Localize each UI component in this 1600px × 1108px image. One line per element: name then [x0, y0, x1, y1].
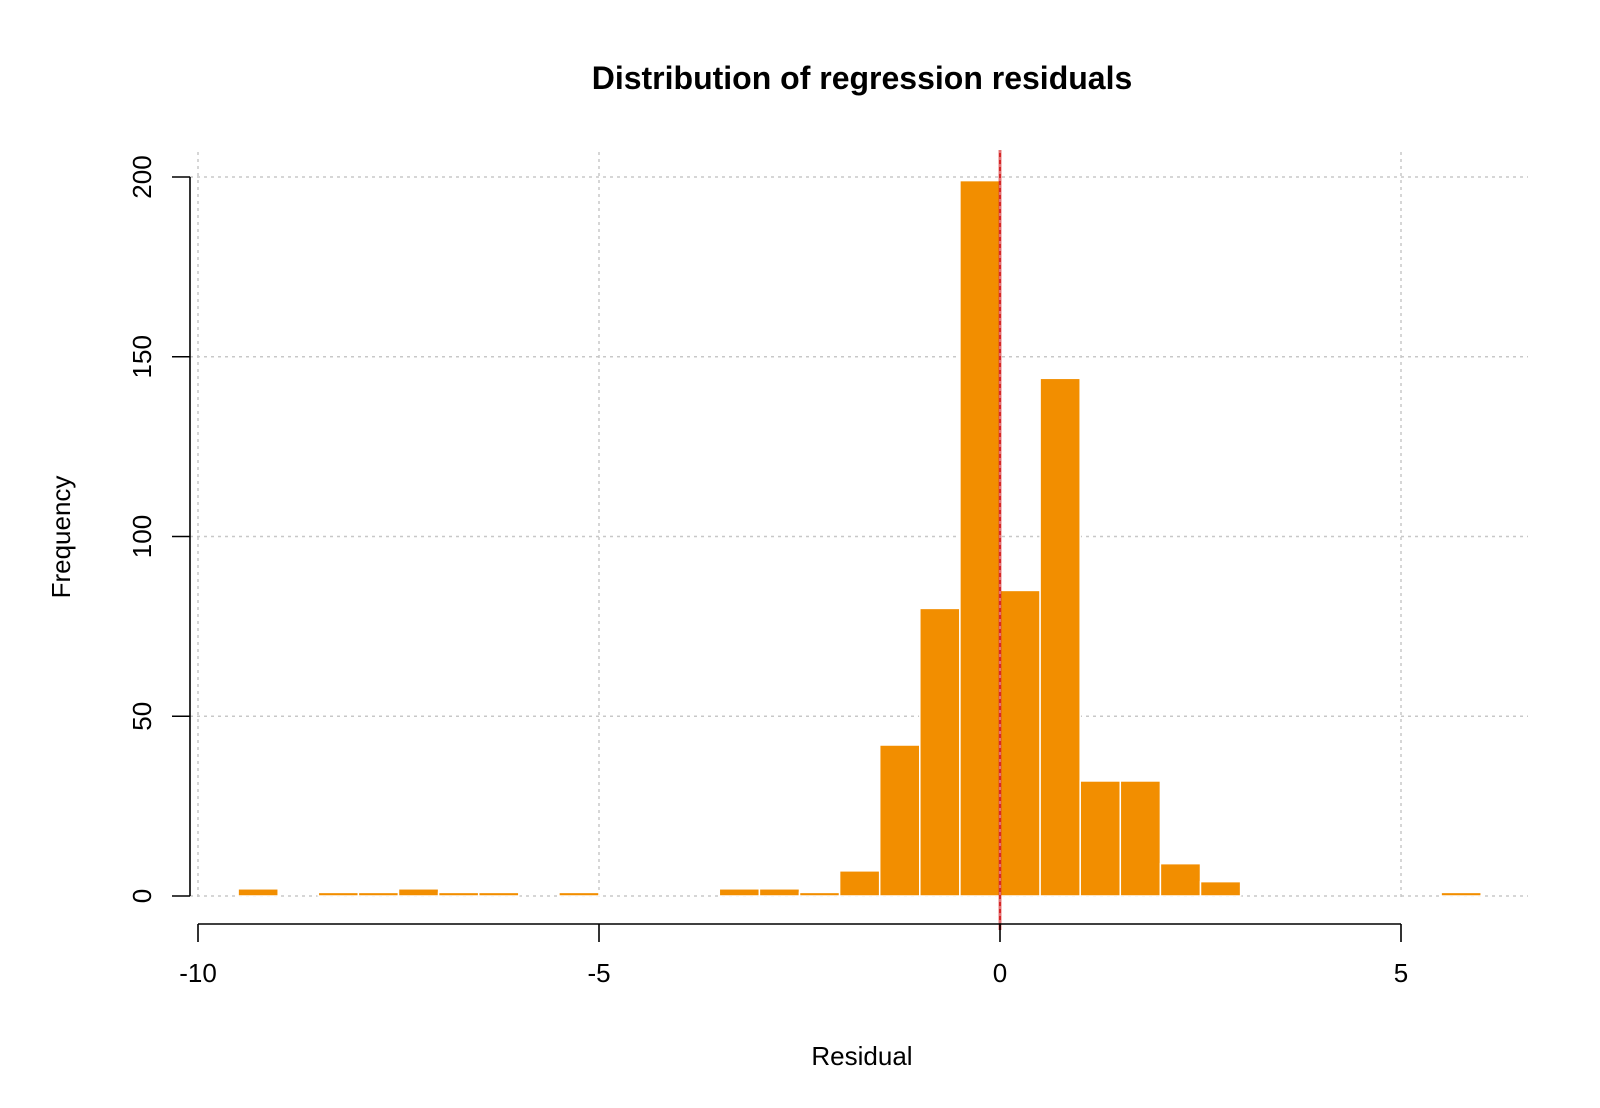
y-axis-label: Frequency — [46, 476, 76, 599]
histogram-bar — [1440, 891, 1482, 897]
x-tick-label: 5 — [1394, 958, 1408, 988]
histogram-bar — [1039, 377, 1081, 897]
histogram-bar — [1119, 780, 1162, 897]
histogram-bar — [1159, 862, 1202, 897]
x-tick-label: -5 — [587, 958, 610, 988]
histogram-bar — [397, 888, 440, 897]
histogram-bar — [718, 888, 761, 897]
histogram-bar — [437, 891, 480, 897]
grid — [190, 152, 1528, 900]
histogram-bar — [758, 888, 801, 897]
x-axis-label: Residual — [811, 1041, 912, 1071]
y-tick-label: 50 — [127, 702, 157, 731]
histogram-bar — [1079, 780, 1122, 897]
histogram-bar — [237, 888, 279, 897]
y-tick-label: 0 — [127, 889, 157, 903]
y-tick-label: 100 — [127, 515, 157, 558]
histogram-bar — [477, 891, 520, 897]
histogram-bar — [798, 891, 841, 897]
histogram-bar — [1199, 880, 1242, 897]
histogram-bars — [237, 179, 1482, 897]
histogram-bar — [357, 891, 400, 897]
histogram-bar — [838, 870, 881, 897]
histogram-bar — [558, 891, 600, 897]
histogram-bar — [317, 891, 360, 897]
y-tick-label: 200 — [127, 155, 157, 198]
x-tick-label: 0 — [993, 958, 1007, 988]
histogram-bar — [999, 589, 1041, 897]
chart-title: Distribution of regression residuals — [592, 60, 1133, 96]
histogram-bar — [878, 744, 921, 897]
histogram-bar — [919, 607, 961, 897]
x-tick-label: -10 — [179, 958, 217, 988]
histogram-bar — [959, 179, 1001, 897]
y-tick-label: 150 — [127, 335, 157, 378]
